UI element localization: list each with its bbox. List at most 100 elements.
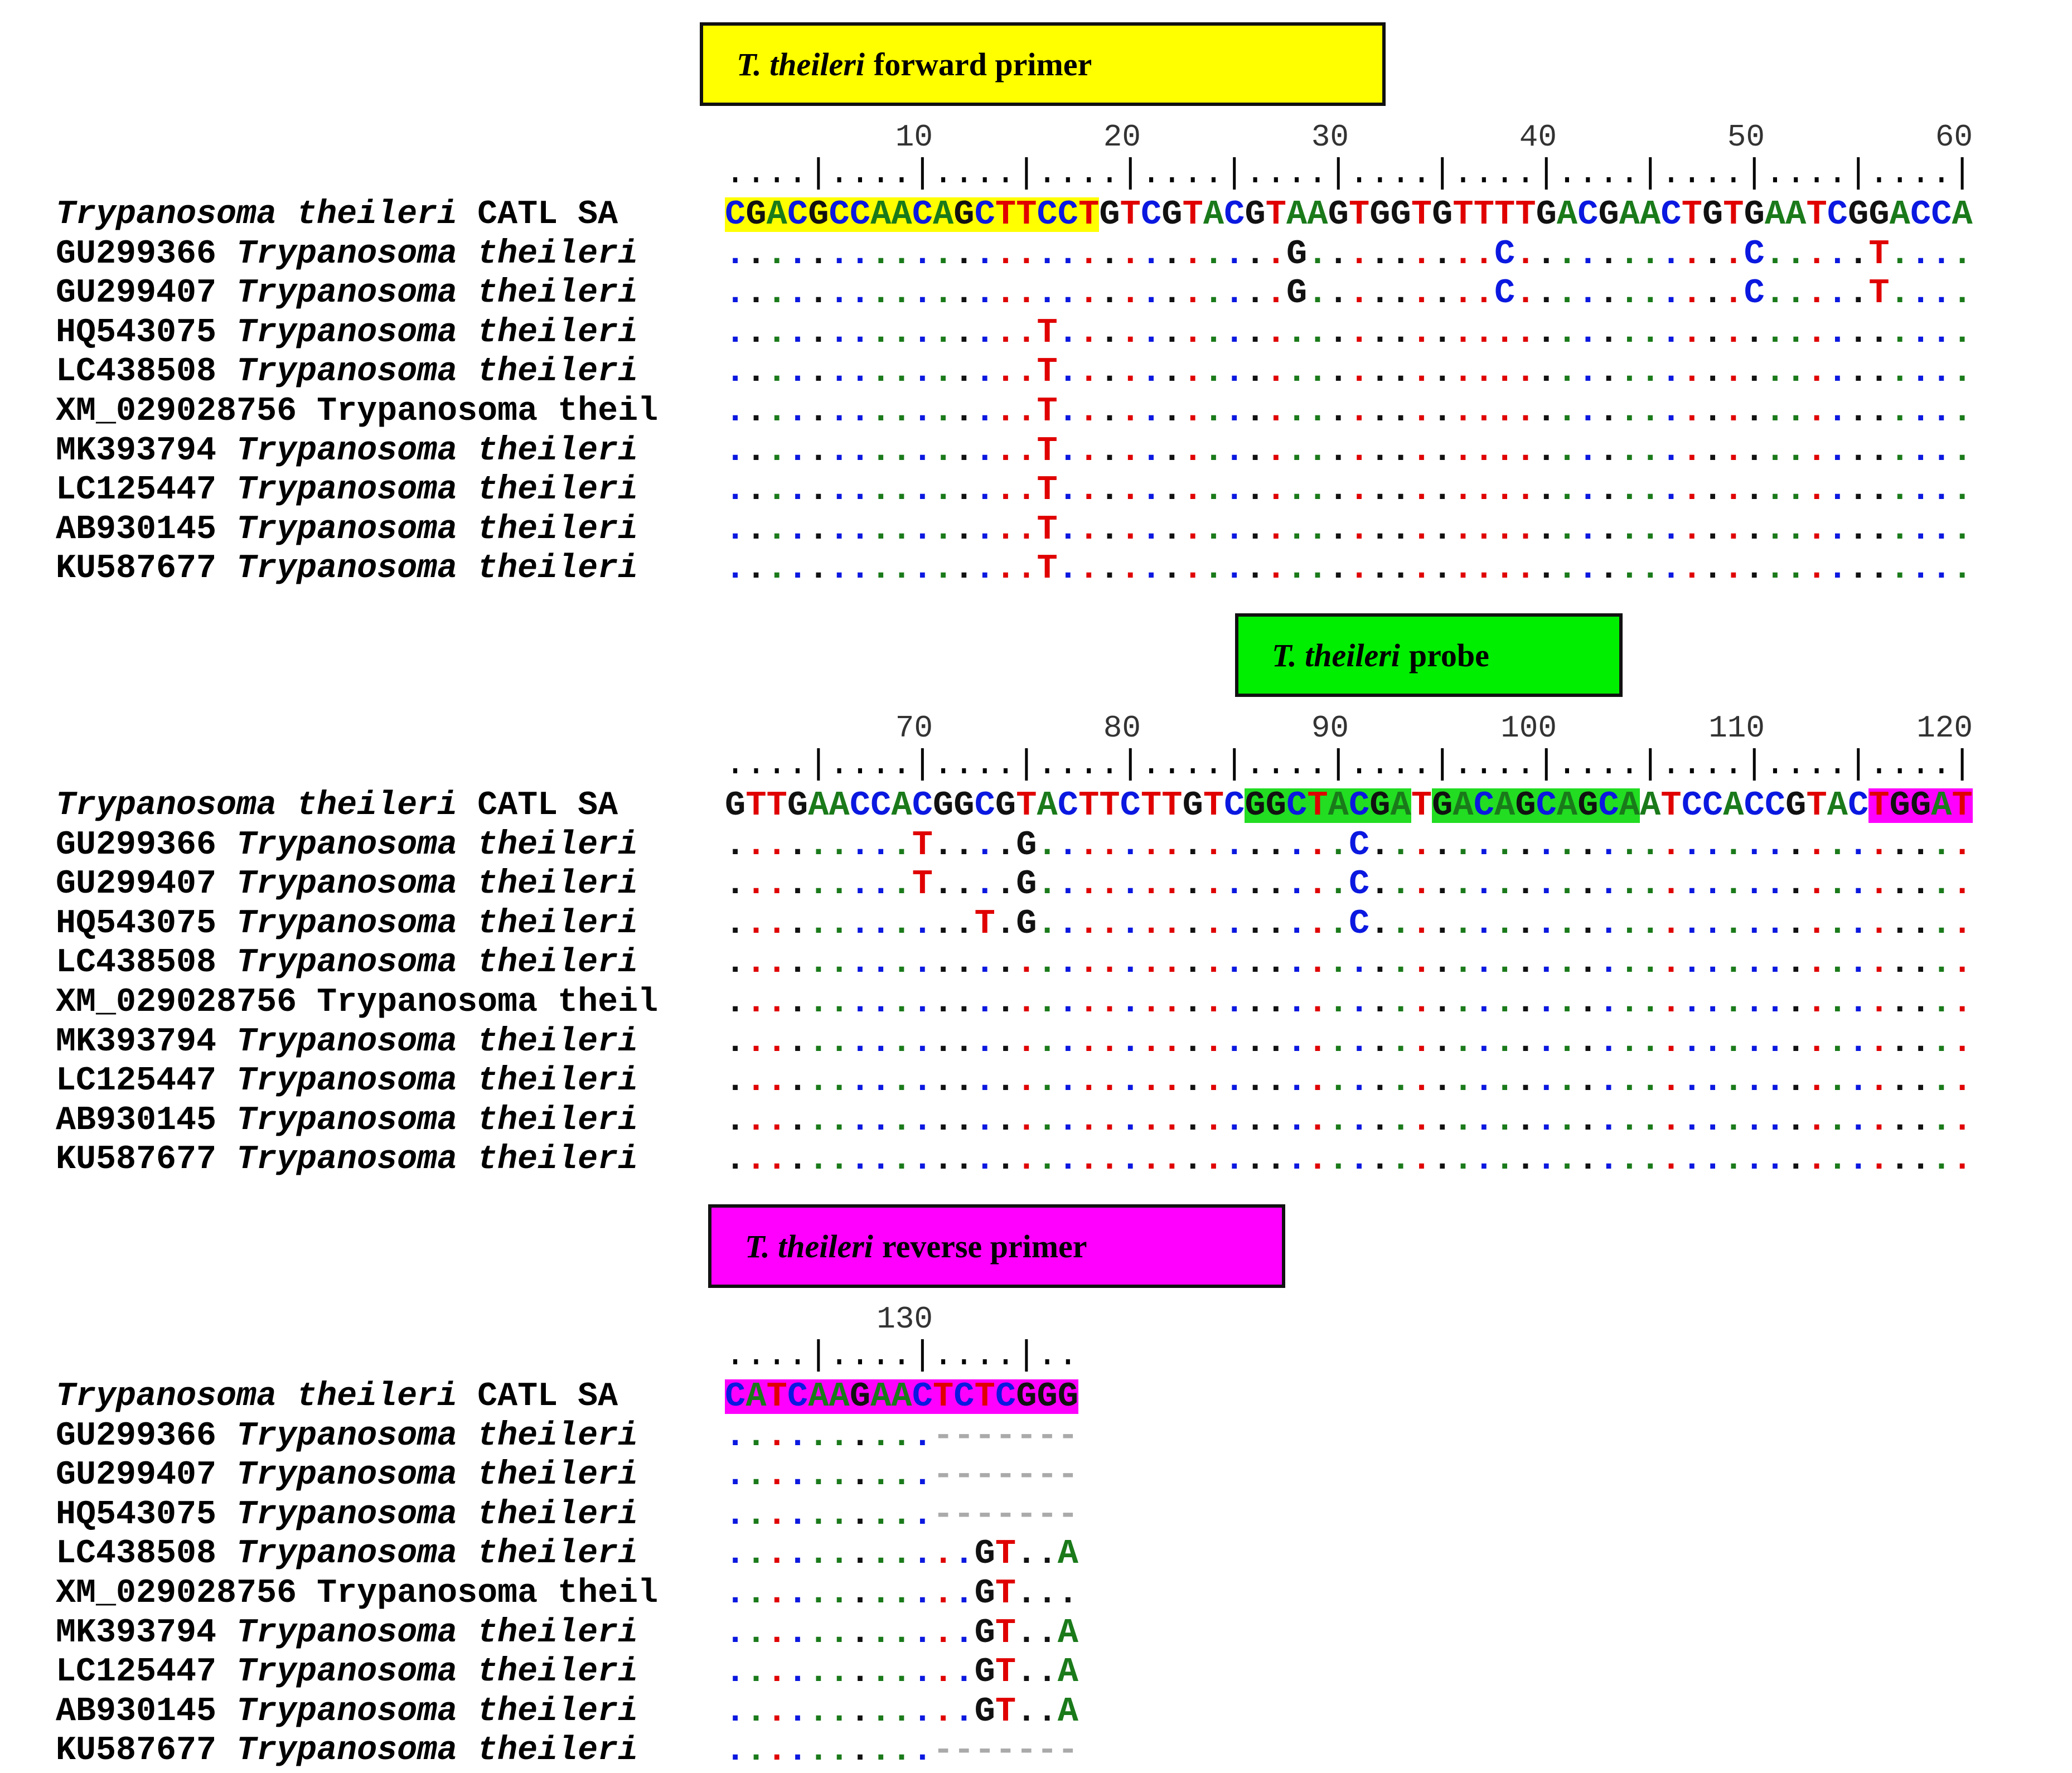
- sequence-row: GU299407 Trypanosoma theileri ..........-…: [0, 1456, 2072, 1495]
- accession-id: LC438508: [56, 944, 237, 982]
- sequence-row: MK393794 Trypanosoma theileri...........…: [0, 1614, 2072, 1653]
- sequence-row: MK393794 Trypanosoma theileri...........…: [0, 1023, 2072, 1062]
- aligned-sequence: ...............T........................…: [725, 312, 1973, 352]
- sequence-row: HQ543075 Trypanosoma theileri...........…: [0, 904, 2072, 943]
- accession-name: MK393794 Trypanosoma theileri: [56, 1023, 638, 1062]
- ruler-number: 60: [1935, 119, 1973, 155]
- accession-id: MK393794: [56, 432, 237, 470]
- aligned-sequence: ...............T........................…: [725, 549, 1973, 589]
- reference-species: Trypanosoma theileri: [56, 196, 458, 234]
- aligned-sequence: ........................................…: [725, 943, 1973, 983]
- sequence-row: HQ543075 Trypanosoma theileri ..........-…: [0, 1495, 2072, 1534]
- accession-name: HQ543075 Trypanosoma theileri: [56, 313, 638, 352]
- aligned-sequence: ........................................…: [725, 1061, 1973, 1101]
- accession-species: Trypanosoma theileri: [236, 353, 638, 391]
- aligned-sequence: ............GT..A: [725, 1534, 1078, 1574]
- aligned-sequence: ...............T........................…: [725, 470, 1973, 510]
- aligned-sequence: ........................................…: [725, 1100, 1973, 1140]
- aligned-sequence: ............GT..A: [725, 1612, 1078, 1653]
- accession-name: MK393794 Trypanosoma theileri: [56, 432, 638, 471]
- sequence-row: LC438508 Trypanosoma theileri...........…: [0, 943, 2072, 982]
- aligned-sequence: ........................................…: [725, 1021, 1973, 1062]
- accession-name: HQ543075 Trypanosoma theileri: [56, 904, 638, 943]
- accession-species: Trypanosoma theileri: [236, 1141, 638, 1179]
- aligned-sequence: ..........-------: [725, 1416, 1078, 1456]
- sequence-row: XM_029028756 Trypanosoma theil..........…: [0, 1574, 2072, 1613]
- accession-name: LC125447 Trypanosoma theileri: [56, 471, 638, 510]
- reference-name: Trypanosoma theileri CATL SA: [56, 786, 618, 825]
- accession-species: Trypanosoma theileri: [236, 1495, 638, 1534]
- sequence-row: AB930145 Trypanosoma theileri...........…: [0, 1101, 2072, 1140]
- accession-species: Trypanosoma theileri: [236, 1417, 638, 1455]
- reference-name: Trypanosoma theileri CATL SA: [56, 195, 618, 234]
- reference-row: Trypanosoma theileri CATL SA GTTGAACCACGG…: [0, 786, 2072, 825]
- accession-species: Trypanosoma theileri: [236, 826, 638, 864]
- accession-name: XM_029028756 Trypanosoma theil: [56, 983, 658, 1022]
- accession-name: GU299407 Trypanosoma theileri: [56, 274, 638, 313]
- accession-species: Trypanosoma theileri: [236, 1023, 638, 1061]
- accession-name: LC125447 Trypanosoma theileri: [56, 1062, 638, 1101]
- ruler-number: 40: [1519, 119, 1557, 155]
- accession-id: GU299366: [56, 235, 237, 273]
- accession-name: KU587677 Trypanosoma theileri: [56, 1731, 638, 1770]
- aligned-sequence: ...............T........................…: [725, 391, 1973, 431]
- accession-species: Trypanosoma theileri: [236, 550, 638, 588]
- accession-id: KU587677: [56, 550, 237, 588]
- accession-species: Trypanosoma theileri: [236, 1062, 638, 1101]
- primer-label-box: T. theileri forward primer: [700, 22, 1386, 106]
- aligned-sequence: ........................................…: [725, 1140, 1973, 1180]
- sequence-row: GU299407 Trypanosoma theileri...........…: [0, 274, 2072, 313]
- accession-id: GU299366: [56, 826, 237, 864]
- accession-species: Trypanosoma theileri: [236, 944, 638, 982]
- primer-label-text: probe: [1408, 637, 1489, 674]
- reference-name: Trypanosoma theileri CATL SA: [56, 1377, 618, 1416]
- reference-sequence: CGACGCCAACAGCTTCCTGTCGTACGTAAGTGGTGTTTTG…: [725, 195, 1973, 234]
- accession-name: XM_029028756 Trypanosoma theil: [56, 1574, 658, 1613]
- reference-strain: CATL SA: [457, 196, 618, 234]
- sequence-row: AB930145 Trypanosoma theileri...........…: [0, 510, 2072, 549]
- accession-species: Trypanosoma theileri: [236, 235, 638, 273]
- accession-name: LC438508 Trypanosoma theileri: [56, 1534, 638, 1573]
- primer-label-species: T. theileri: [1272, 637, 1400, 674]
- ruler-number: 110: [1708, 710, 1765, 746]
- accession-id: AB930145: [56, 1101, 237, 1140]
- accession-name: AB930145 Trypanosoma theileri: [56, 1692, 638, 1731]
- primer-label-species: T. theileri: [737, 46, 865, 83]
- aligned-sequence: ............T.G...............C.........…: [725, 903, 1973, 943]
- reference-sequence: GTTGAACCACGGCGTACTTCTTGTCGGCTACGATGACAGC…: [725, 786, 1973, 825]
- accession-name: MK393794 Trypanosoma theileri: [56, 1614, 638, 1653]
- accession-name: GU299407 Trypanosoma theileri: [56, 865, 638, 904]
- sequence-row: GU299366 Trypanosoma theileri ..........-…: [0, 1417, 2072, 1456]
- aligned-sequence: ...........................G.........C..…: [725, 234, 1973, 274]
- aligned-sequence: ..........-------: [725, 1494, 1078, 1534]
- accession-name: GU299407 Trypanosoma theileri: [56, 1456, 638, 1495]
- ruler-number: 50: [1727, 119, 1765, 155]
- sequence-row: LC125447 Trypanosoma theileri...........…: [0, 1653, 2072, 1692]
- accession-name: LC125447 Trypanosoma theileri: [56, 1653, 638, 1692]
- reference-row: Trypanosoma theileri CATL SA CGACGCCAACAG…: [0, 195, 2072, 234]
- aligned-sequence: ...............T........................…: [725, 352, 1973, 392]
- ruler-number: 130: [877, 1301, 933, 1337]
- aligned-sequence: ........................................…: [725, 982, 1973, 1022]
- sequence-row: KU587677 Trypanosoma theileri ..........-…: [0, 1731, 2072, 1770]
- accession-id: XM_029028756 Trypanosoma theil: [56, 1575, 659, 1612]
- accession-id: LC125447: [56, 471, 237, 510]
- sequence-row: HQ543075 Trypanosoma theileri...........…: [0, 313, 2072, 352]
- accession-id: GU299407: [56, 865, 237, 904]
- accession-id: KU587677: [56, 1141, 237, 1179]
- primer-label-text: forward primer: [873, 46, 1092, 83]
- accession-species: Trypanosoma theileri: [236, 432, 638, 470]
- sequence-row: MK393794 Trypanosoma theileri...........…: [0, 432, 2072, 471]
- reference-strain: CATL SA: [457, 787, 618, 825]
- accession-name: LC438508 Trypanosoma theileri: [56, 352, 638, 391]
- reference-species: Trypanosoma theileri: [56, 787, 458, 825]
- accession-species: Trypanosoma theileri: [236, 313, 638, 352]
- accession-name: GU299366 Trypanosoma theileri: [56, 235, 638, 274]
- accession-species: Trypanosoma theileri: [236, 1692, 638, 1731]
- aligned-sequence: ...........................G.........C..…: [725, 273, 1973, 313]
- accession-species: Trypanosoma theileri: [236, 471, 638, 510]
- ruler-ticks: ....|....|....|..: [725, 1335, 1078, 1375]
- ruler-number: 120: [1916, 710, 1973, 746]
- sequence-row: KU587677 Trypanosoma theileri...........…: [0, 1140, 2072, 1179]
- accession-species: Trypanosoma theileri: [236, 904, 638, 943]
